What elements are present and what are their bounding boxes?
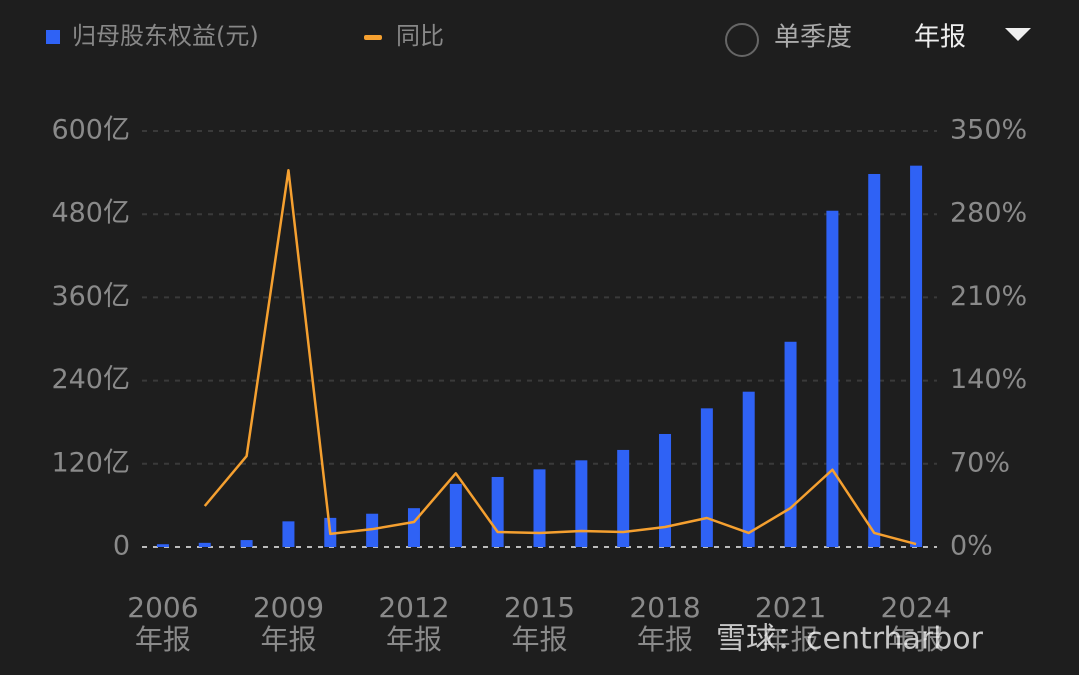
bar <box>659 433 672 547</box>
x-tick-suffix: 年报 <box>637 623 693 656</box>
legend-swatch[interactable] <box>46 30 60 44</box>
x-tick-suffix: 年报 <box>260 623 316 656</box>
period-select[interactable]: 年报 <box>914 23 966 53</box>
legend-swatch[interactable] <box>364 35 382 40</box>
y2-tick-label: 140% <box>950 364 1027 395</box>
x-tick-label: 2009 <box>253 591 324 624</box>
x-tick-label: 2012 <box>378 591 449 624</box>
y-tick-label: 600亿 <box>51 115 130 146</box>
legend-label[interactable]: 归母股东权益(元) <box>72 22 259 50</box>
bar <box>868 173 881 547</box>
x-tick-label: 2015 <box>504 591 575 624</box>
bar <box>282 521 295 547</box>
y-tick-label: 360亿 <box>51 281 130 312</box>
x-tick-suffix: 年报 <box>511 623 567 656</box>
bar <box>240 540 253 547</box>
bar <box>407 508 420 547</box>
y-tick-label: 480亿 <box>51 198 130 229</box>
bar <box>198 542 211 547</box>
bar <box>742 391 755 547</box>
y2-tick-label: 70% <box>950 447 1010 478</box>
dropdown-arrow[interactable] <box>1005 28 1031 41</box>
radio[interactable] <box>725 23 759 57</box>
bar <box>826 210 839 547</box>
y-tick-label: 0 <box>113 531 130 562</box>
y2-tick-label: 0% <box>950 531 993 562</box>
legend-label[interactable]: 同比 <box>396 22 444 50</box>
bar <box>700 408 713 547</box>
quarterly-toggle[interactable]: 单季度 <box>774 23 852 53</box>
x-tick-label: 2018 <box>629 591 700 624</box>
y-tick-label: 120亿 <box>51 447 130 478</box>
bar <box>617 449 630 547</box>
bar <box>449 483 462 547</box>
x-tick-label: 2024 <box>880 591 951 624</box>
bar <box>910 165 923 547</box>
x-tick-label: 2021 <box>755 591 826 624</box>
y2-tick-label: 210% <box>950 281 1027 312</box>
x-tick-label: 2006 <box>127 591 198 624</box>
watermark: 雪球：centrharbor <box>716 622 984 657</box>
bar <box>533 469 546 547</box>
x-tick-suffix: 年报 <box>135 623 191 656</box>
y2-tick-label: 280% <box>950 198 1027 229</box>
y-tick-label: 240亿 <box>51 364 130 395</box>
line <box>203 168 917 546</box>
x-tick-suffix: 年报 <box>386 623 442 656</box>
x-tick-suffix: 年报 <box>888 623 944 656</box>
bar <box>784 341 797 547</box>
y2-tick-label: 350% <box>950 115 1027 146</box>
bar <box>575 460 588 547</box>
bar <box>491 476 504 547</box>
bar <box>156 544 169 547</box>
x-tick-suffix: 年报 <box>763 623 819 656</box>
